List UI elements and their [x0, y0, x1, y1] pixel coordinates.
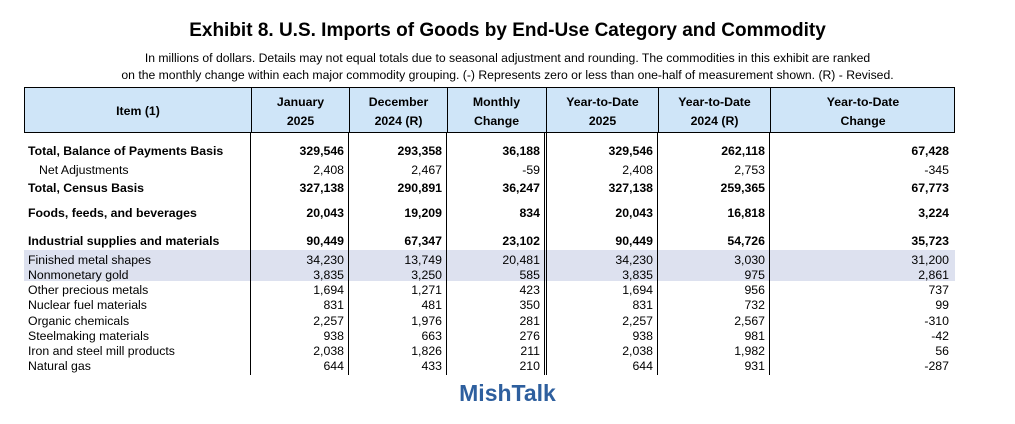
table-row: Total, Census Basis 327,138 290,891 36,24… — [28, 181, 949, 195]
column-divider — [657, 133, 658, 375]
header-december-2024: December 2024 (R) — [349, 88, 447, 132]
header-ytd-change: Year-to-Date Change — [770, 88, 955, 132]
brand-watermark: MishTalk — [459, 380, 556, 406]
table-row: Other precious metals 1,694 1,271 423 1,69… — [28, 283, 949, 297]
table-row: Nonmonetary gold 3,835 3,250 585 3,835 975… — [28, 268, 949, 282]
column-divider — [446, 133, 447, 375]
table-row: Organic chemicals 2,257 1,976 281 2,257 2,… — [28, 314, 949, 328]
header-item: Item (1) — [116, 104, 160, 118]
table-row: Industrial supplies and materials 90,449… — [28, 234, 949, 248]
table-row: Net Adjustments 2,408 2,467 -59 2,408 2,75… — [39, 163, 949, 177]
row-highlight — [24, 250, 955, 281]
exhibit-title: Exhibit 8. U.S. Imports of Goods by End-… — [189, 20, 826, 41]
column-divider — [769, 133, 770, 375]
column-divider — [546, 133, 547, 375]
table-row: Steelmaking materials 938 663 276 938 981-… — [28, 329, 949, 343]
table-header: Item (1) January 2025 December 2024 (R) Mo… — [24, 87, 955, 133]
header-ytd-2025: Year-to-Date 2025 — [546, 88, 658, 132]
column-divider — [348, 133, 349, 375]
table-row: Natural gas 644 433 210 644 931 -287 — [28, 359, 949, 373]
header-january-2025: January 2025 — [251, 88, 349, 132]
table-row: Foods, feeds, and beverages 20,043 19,209… — [28, 206, 949, 220]
column-divider — [250, 133, 251, 375]
subtitle-line-1: In millions of dollars. Details may not … — [144, 51, 871, 65]
header-monthly-change: Monthly Change — [447, 88, 545, 132]
table-row: Total, Balance of Payments Basis 329,546… — [28, 144, 949, 158]
header-ytd-2024: Year-to-Date 2024 (R) — [658, 88, 770, 132]
column-divider — [544, 133, 545, 375]
subtitle-line-2: on the monthly change within each major … — [121, 68, 894, 82]
table-row: Iron and steel mill products 2,038 1,826 … — [28, 344, 949, 358]
table-row: Finished metal shapes 34,230 13,749 20,48… — [28, 253, 949, 267]
table-row: Nuclear fuel materials 831 481 350 831 732… — [28, 298, 949, 312]
